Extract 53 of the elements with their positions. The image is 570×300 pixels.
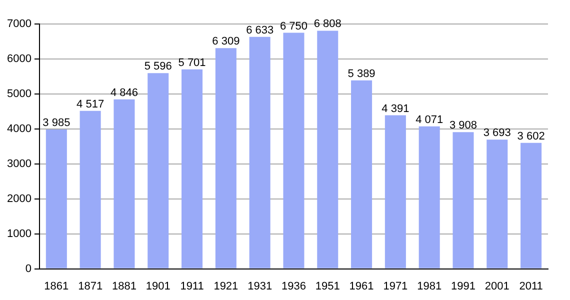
bar — [317, 30, 338, 268]
bar — [215, 48, 236, 268]
y-tick-label: 7000 — [6, 18, 32, 30]
x-tick-label: 2001 — [484, 280, 510, 292]
data-label: 4 071 — [416, 114, 444, 126]
bar — [452, 132, 474, 268]
data-label: 3 693 — [483, 127, 511, 140]
data-label: 3 985 — [42, 116, 70, 129]
data-label: 3 908 — [449, 120, 478, 132]
x-tick-label: 1991 — [451, 280, 476, 292]
x-tick-label: 2011 — [519, 280, 543, 292]
bar — [148, 73, 169, 268]
y-tick-label: 0 — [25, 262, 32, 275]
y-tick-label: 1000 — [6, 228, 32, 240]
y-tick-label: 4000 — [6, 122, 32, 135]
bar — [80, 110, 101, 268]
x-tick-label: 1921 — [214, 280, 238, 292]
bar — [114, 99, 135, 268]
data-label: 6 309 — [212, 36, 240, 48]
x-tick-label: 1901 — [146, 280, 170, 292]
bar — [418, 126, 440, 268]
x-tick-label: 1936 — [281, 280, 306, 292]
bar — [283, 32, 304, 268]
x-tick-label: 1881 — [112, 280, 136, 292]
data-label: 5 389 — [348, 68, 376, 80]
bar — [46, 129, 67, 268]
x-tick-label: 1871 — [78, 280, 103, 292]
x-tick-label: 1951 — [315, 280, 340, 292]
bar — [249, 36, 270, 268]
data-label: 5 596 — [144, 60, 172, 73]
x-tick-label: 1961 — [349, 280, 374, 292]
x-tick-label: 1861 — [44, 280, 69, 292]
data-label: 4 846 — [110, 86, 138, 99]
data-label: 4 517 — [76, 98, 104, 110]
data-label: 6 750 — [280, 20, 308, 32]
y-tick-label: 5000 — [6, 88, 32, 100]
data-label: 3 602 — [517, 130, 545, 142]
y-tick-label: 2000 — [6, 192, 32, 205]
data-label: 6 808 — [314, 18, 342, 30]
bar — [351, 80, 372, 268]
data-label: 6 633 — [246, 24, 274, 36]
x-tick-label: 1931 — [248, 280, 272, 292]
bar — [486, 140, 508, 268]
y-tick-label: 3000 — [6, 158, 32, 170]
x-tick-label: 1981 — [417, 280, 442, 292]
bar — [384, 115, 406, 268]
data-label: 5 701 — [178, 56, 206, 69]
bar — [182, 69, 203, 268]
bar — [520, 142, 542, 268]
y-tick-label: 6000 — [6, 53, 32, 66]
data-label: 4 391 — [382, 102, 410, 115]
x-tick-label: 1971 — [383, 280, 408, 292]
x-tick-label: 1911 — [180, 280, 204, 292]
